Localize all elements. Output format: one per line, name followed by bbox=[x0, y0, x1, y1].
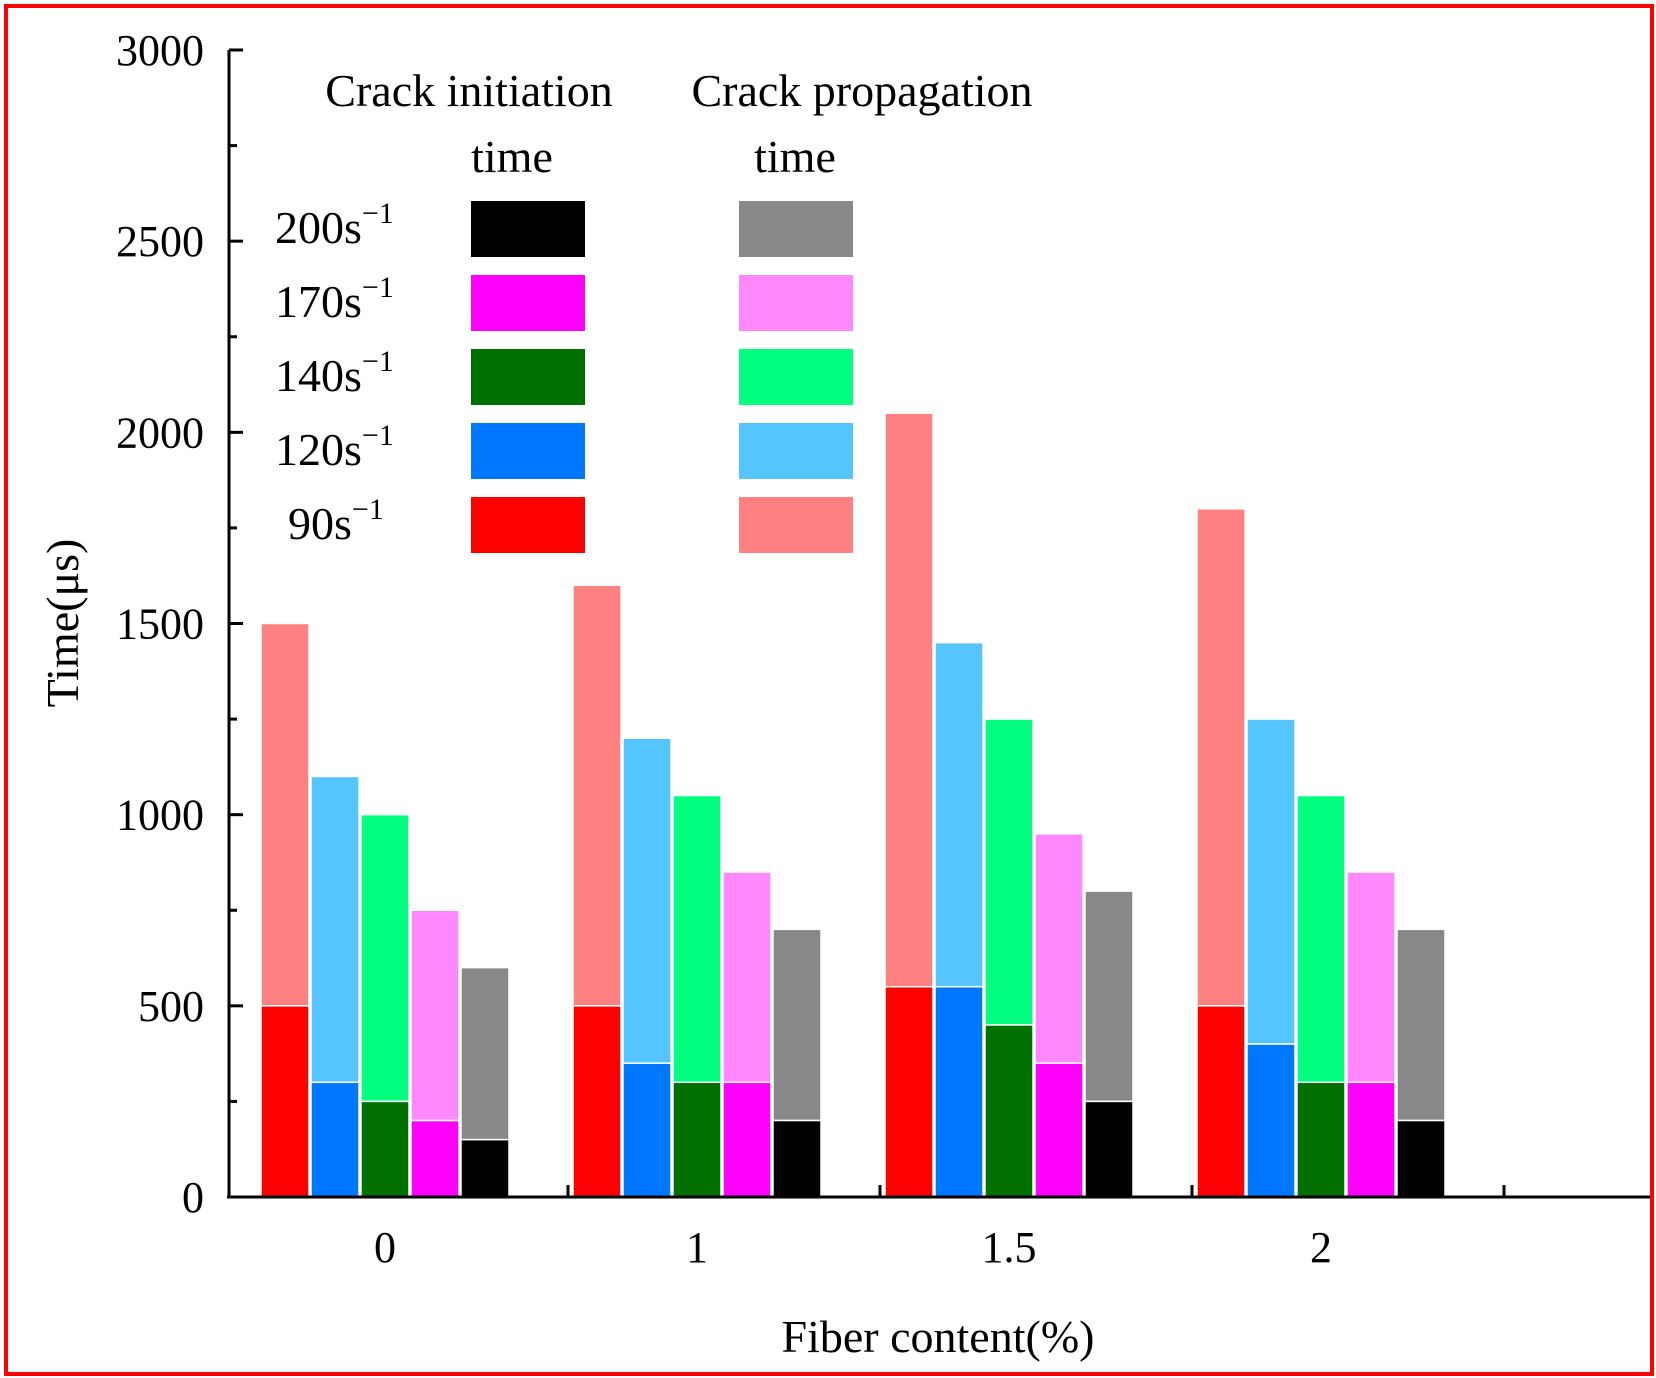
legend-swatch-propagation-120s bbox=[739, 423, 853, 479]
y-tick-label: 3000 bbox=[116, 26, 204, 75]
bar-propagation-140s-1 bbox=[672, 794, 722, 1084]
x-ticks-group: 0 1 1.5 2 bbox=[374, 1185, 1506, 1272]
bar-initiation-200s-1 bbox=[772, 1119, 822, 1198]
x-tick-label: 1.5 bbox=[982, 1223, 1037, 1272]
bar-initiation-200s-2 bbox=[1396, 1119, 1446, 1198]
y-tick-label: 500 bbox=[138, 982, 204, 1031]
bar-initiation-90s-0 bbox=[260, 1005, 310, 1198]
bar-propagation-120s-2 bbox=[1246, 718, 1296, 1045]
bar-initiation-120s-1.5 bbox=[934, 985, 984, 1198]
bar-propagation-90s-2 bbox=[1196, 508, 1246, 1007]
bar-propagation-200s-1 bbox=[772, 928, 822, 1122]
legend-rows: 200s−1 170s−1 140s−1 120s−1 90s−1 bbox=[275, 197, 853, 553]
bar-initiation-90s-2 bbox=[1196, 1005, 1246, 1198]
legend-label-200s: 200s−1 bbox=[275, 197, 394, 253]
legend-header-propagation-line1: Crack propagation bbox=[691, 65, 1032, 116]
x-axis-title: Fiber content(%) bbox=[782, 1311, 1095, 1362]
y-tick-label: 2000 bbox=[116, 408, 204, 457]
bar-initiation-90s-1.5 bbox=[884, 985, 934, 1198]
bar-propagation-120s-0 bbox=[310, 775, 360, 1084]
bar-propagation-90s-1.5 bbox=[884, 412, 934, 988]
legend: Crack initiation time Crack propagation … bbox=[275, 65, 1033, 553]
y-tick-label: 2500 bbox=[116, 217, 204, 266]
legend-header-propagation-line2: time bbox=[754, 131, 836, 182]
bar-propagation-170s-1.5 bbox=[1034, 833, 1084, 1064]
legend-label-90s: 90s−1 bbox=[288, 493, 384, 549]
x-tick-label: 1 bbox=[686, 1223, 708, 1272]
bars-group bbox=[260, 412, 1446, 1198]
bar-initiation-170s-1.5 bbox=[1034, 1062, 1084, 1198]
bar-propagation-170s-2 bbox=[1346, 871, 1396, 1084]
bar-initiation-90s-1 bbox=[572, 1005, 622, 1198]
y-ticks-group: 0 500 1000 1500 2000 2500 3000 bbox=[116, 26, 243, 1222]
y-tick-label: 0 bbox=[182, 1173, 204, 1222]
bar-propagation-90s-1 bbox=[572, 584, 622, 1007]
legend-swatch-propagation-200s bbox=[739, 201, 853, 257]
legend-swatch-propagation-170s bbox=[739, 275, 853, 331]
bar-initiation-200s-0 bbox=[460, 1138, 510, 1198]
bar-initiation-120s-2 bbox=[1246, 1043, 1296, 1198]
legend-swatch-initiation-90s bbox=[471, 497, 585, 553]
bar-initiation-170s-1 bbox=[722, 1081, 772, 1198]
figure-border bbox=[4, 4, 1654, 1376]
legend-header-initiation-line1: Crack initiation bbox=[325, 65, 612, 116]
bar-initiation-140s-0 bbox=[360, 1100, 410, 1198]
bar-propagation-120s-1.5 bbox=[934, 641, 984, 988]
bar-initiation-140s-1.5 bbox=[984, 1024, 1034, 1198]
bar-initiation-170s-0 bbox=[410, 1119, 460, 1198]
legend-swatch-initiation-140s bbox=[471, 349, 585, 405]
legend-swatch-propagation-90s bbox=[739, 497, 853, 553]
legend-swatch-propagation-140s bbox=[739, 349, 853, 405]
bar-propagation-170s-0 bbox=[410, 909, 460, 1122]
legend-label-140s: 140s−1 bbox=[275, 345, 394, 401]
legend-label-170s: 170s−1 bbox=[275, 271, 394, 327]
bar-initiation-140s-2 bbox=[1296, 1081, 1346, 1198]
bar-propagation-140s-0 bbox=[360, 813, 410, 1103]
bar-propagation-120s-1 bbox=[622, 737, 672, 1064]
legend-header-initiation-line2: time bbox=[471, 131, 553, 182]
legend-swatch-initiation-170s bbox=[471, 275, 585, 331]
bar-propagation-200s-0 bbox=[460, 966, 510, 1141]
legend-label-120s: 120s−1 bbox=[275, 419, 394, 475]
bar-initiation-140s-1 bbox=[672, 1081, 722, 1198]
x-tick-label: 2 bbox=[1310, 1223, 1332, 1272]
legend-swatch-initiation-200s bbox=[471, 201, 585, 257]
bar-initiation-120s-1 bbox=[622, 1062, 672, 1198]
bar-propagation-90s-0 bbox=[260, 622, 310, 1007]
bar-propagation-140s-2 bbox=[1296, 794, 1346, 1084]
y-tick-label: 1000 bbox=[116, 791, 204, 840]
bar-initiation-120s-0 bbox=[310, 1081, 360, 1198]
bar-propagation-170s-1 bbox=[722, 871, 772, 1084]
y-axis-title: Time(μs) bbox=[37, 539, 88, 708]
bar-propagation-200s-2 bbox=[1396, 928, 1446, 1122]
bar-initiation-200s-1.5 bbox=[1084, 1100, 1134, 1198]
bar-propagation-200s-1.5 bbox=[1084, 890, 1134, 1103]
bar-initiation-170s-2 bbox=[1346, 1081, 1396, 1198]
x-tick-label: 0 bbox=[374, 1223, 396, 1272]
legend-swatch-initiation-120s bbox=[471, 423, 585, 479]
bar-propagation-140s-1.5 bbox=[984, 718, 1034, 1026]
y-tick-label: 1500 bbox=[116, 600, 204, 649]
